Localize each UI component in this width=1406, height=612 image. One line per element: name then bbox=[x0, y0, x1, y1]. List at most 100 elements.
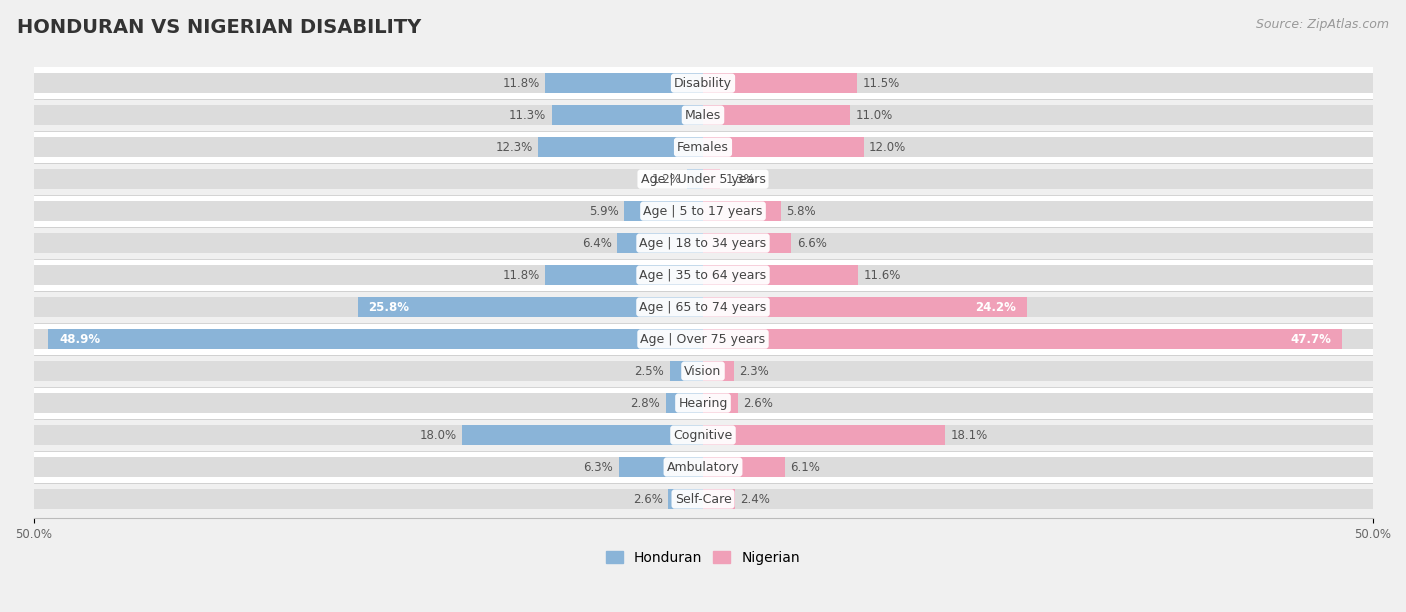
Text: 24.2%: 24.2% bbox=[976, 300, 1017, 313]
Text: 12.3%: 12.3% bbox=[496, 141, 533, 154]
Text: 6.4%: 6.4% bbox=[582, 237, 612, 250]
Text: Age | 18 to 34 years: Age | 18 to 34 years bbox=[640, 237, 766, 250]
Bar bbox=[48, 329, 703, 349]
Bar bbox=[34, 163, 1372, 195]
Text: Age | Over 75 years: Age | Over 75 years bbox=[641, 332, 765, 346]
Bar bbox=[34, 137, 703, 157]
Text: 25.8%: 25.8% bbox=[368, 300, 409, 313]
Text: Cognitive: Cognitive bbox=[673, 428, 733, 441]
Bar bbox=[34, 67, 1372, 99]
Text: Age | Under 5 years: Age | Under 5 years bbox=[641, 173, 765, 185]
Bar bbox=[703, 393, 1372, 413]
Bar bbox=[703, 73, 858, 93]
Bar bbox=[34, 99, 1372, 131]
Text: Self-Care: Self-Care bbox=[675, 493, 731, 506]
Text: Age | 35 to 64 years: Age | 35 to 64 years bbox=[640, 269, 766, 282]
Text: Females: Females bbox=[678, 141, 728, 154]
Text: 6.6%: 6.6% bbox=[797, 237, 827, 250]
Bar bbox=[624, 201, 703, 221]
Bar bbox=[34, 419, 1372, 451]
Text: Age | 5 to 17 years: Age | 5 to 17 years bbox=[644, 204, 762, 218]
Bar bbox=[703, 105, 851, 125]
Bar bbox=[546, 265, 703, 285]
Bar bbox=[703, 329, 1372, 349]
Bar bbox=[665, 393, 703, 413]
Text: 11.5%: 11.5% bbox=[862, 76, 900, 89]
Bar bbox=[34, 361, 703, 381]
Bar bbox=[703, 169, 1372, 189]
Text: 11.0%: 11.0% bbox=[856, 109, 893, 122]
Bar bbox=[703, 201, 1372, 221]
Text: Age | 65 to 74 years: Age | 65 to 74 years bbox=[640, 300, 766, 313]
Legend: Honduran, Nigerian: Honduran, Nigerian bbox=[600, 545, 806, 570]
Bar bbox=[538, 137, 703, 157]
Bar bbox=[34, 131, 1372, 163]
Bar bbox=[34, 201, 703, 221]
Bar bbox=[703, 169, 720, 189]
Text: 6.1%: 6.1% bbox=[790, 460, 820, 474]
Bar bbox=[703, 489, 735, 509]
Bar bbox=[703, 457, 1372, 477]
Text: 11.6%: 11.6% bbox=[863, 269, 901, 282]
Bar bbox=[703, 489, 1372, 509]
Text: 2.4%: 2.4% bbox=[741, 493, 770, 506]
Bar bbox=[546, 73, 703, 93]
Text: 1.3%: 1.3% bbox=[725, 173, 755, 185]
Text: 18.1%: 18.1% bbox=[950, 428, 988, 441]
Bar bbox=[703, 105, 1372, 125]
Bar bbox=[34, 227, 1372, 259]
Text: Source: ZipAtlas.com: Source: ZipAtlas.com bbox=[1256, 18, 1389, 31]
Text: 6.3%: 6.3% bbox=[583, 460, 613, 474]
Bar bbox=[34, 297, 703, 317]
Text: 47.7%: 47.7% bbox=[1291, 332, 1331, 346]
Text: HONDURAN VS NIGERIAN DISABILITY: HONDURAN VS NIGERIAN DISABILITY bbox=[17, 18, 422, 37]
Bar bbox=[34, 259, 1372, 291]
Text: 48.9%: 48.9% bbox=[59, 332, 100, 346]
Text: 18.0%: 18.0% bbox=[419, 428, 457, 441]
Bar bbox=[703, 137, 1372, 157]
Bar bbox=[703, 297, 1372, 317]
Bar bbox=[688, 169, 703, 189]
Bar bbox=[703, 361, 1372, 381]
Bar bbox=[703, 137, 863, 157]
Bar bbox=[34, 105, 703, 125]
Bar bbox=[34, 483, 1372, 515]
Bar bbox=[34, 387, 1372, 419]
Bar bbox=[703, 265, 1372, 285]
Bar bbox=[617, 233, 703, 253]
Text: Vision: Vision bbox=[685, 365, 721, 378]
Bar bbox=[703, 233, 792, 253]
Text: 5.9%: 5.9% bbox=[589, 204, 619, 218]
Bar bbox=[703, 73, 1372, 93]
Bar bbox=[551, 105, 703, 125]
Bar bbox=[34, 323, 1372, 355]
Text: 5.8%: 5.8% bbox=[786, 204, 815, 218]
Bar bbox=[34, 233, 703, 253]
Bar bbox=[34, 425, 703, 445]
Text: Hearing: Hearing bbox=[678, 397, 728, 409]
Text: 2.8%: 2.8% bbox=[630, 397, 661, 409]
Bar bbox=[34, 291, 1372, 323]
Text: 1.2%: 1.2% bbox=[652, 173, 682, 185]
Bar bbox=[34, 73, 703, 93]
Bar bbox=[703, 425, 1372, 445]
Bar bbox=[34, 457, 703, 477]
Bar bbox=[668, 489, 703, 509]
Bar bbox=[703, 265, 858, 285]
Bar bbox=[669, 361, 703, 381]
Bar bbox=[34, 451, 1372, 483]
Text: 2.5%: 2.5% bbox=[634, 365, 664, 378]
Text: 2.6%: 2.6% bbox=[633, 493, 662, 506]
Text: 11.3%: 11.3% bbox=[509, 109, 547, 122]
Bar bbox=[703, 233, 1372, 253]
Bar bbox=[357, 297, 703, 317]
Text: Disability: Disability bbox=[673, 76, 733, 89]
Text: 2.6%: 2.6% bbox=[744, 397, 773, 409]
Text: Males: Males bbox=[685, 109, 721, 122]
Text: Ambulatory: Ambulatory bbox=[666, 460, 740, 474]
Bar bbox=[34, 489, 703, 509]
Bar bbox=[703, 329, 1341, 349]
Text: 2.3%: 2.3% bbox=[740, 365, 769, 378]
Bar bbox=[463, 425, 703, 445]
Text: 11.8%: 11.8% bbox=[502, 76, 540, 89]
